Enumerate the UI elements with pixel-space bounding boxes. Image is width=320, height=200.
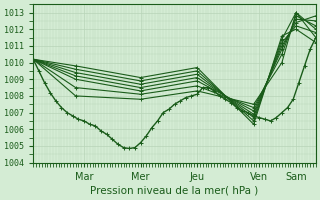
X-axis label: Pression niveau de la mer( hPa ): Pression niveau de la mer( hPa ) bbox=[90, 186, 259, 196]
